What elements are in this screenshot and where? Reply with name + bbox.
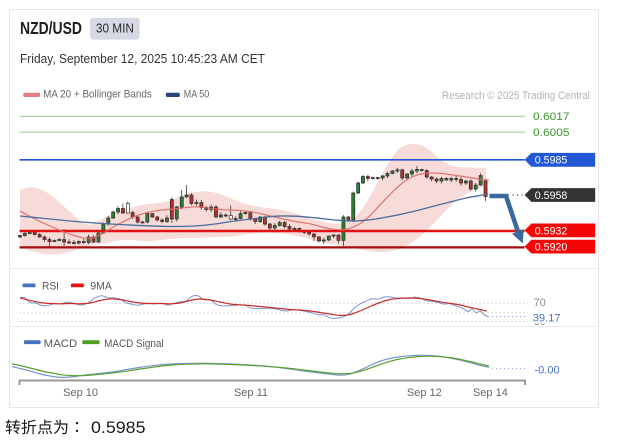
svg-text:MACD Signal: MACD Signal [104,338,164,350]
svg-text:Friday, September 12, 2025 10:: Friday, September 12, 2025 10:45:23 AM C… [20,52,265,66]
svg-text:0.5932: 0.5932 [535,225,568,237]
svg-text:MACD: MACD [44,338,78,350]
svg-text:0.5985: 0.5985 [91,419,146,437]
svg-text:Sep 12: Sep 12 [407,387,442,399]
svg-text:Research © 2025 Trading Centra: Research © 2025 Trading Central [442,90,590,102]
svg-text:MA 50: MA 50 [184,89,210,101]
svg-text:Sep 14: Sep 14 [473,387,508,399]
svg-text:0.6005: 0.6005 [533,127,570,139]
svg-text:9MA: 9MA [90,281,112,293]
svg-text:Sep 10: Sep 10 [63,387,98,399]
svg-text:MA 20 + Bollinger Bands: MA 20 + Bollinger Bands [43,89,152,101]
svg-text:0.5985: 0.5985 [535,155,568,167]
svg-text:NZD/USD: NZD/USD [20,18,82,38]
svg-text:0.5920: 0.5920 [535,242,568,254]
svg-text:39.17: 39.17 [533,313,561,325]
svg-text:Sep 11: Sep 11 [234,387,268,399]
svg-text:70: 70 [534,297,546,309]
svg-text:-0.00: -0.00 [535,364,560,376]
svg-text:0.6017: 0.6017 [533,111,570,123]
svg-text:0.5958: 0.5958 [535,190,568,202]
svg-text:RSI: RSI [42,281,59,293]
svg-text:30 MIN: 30 MIN [96,21,134,35]
